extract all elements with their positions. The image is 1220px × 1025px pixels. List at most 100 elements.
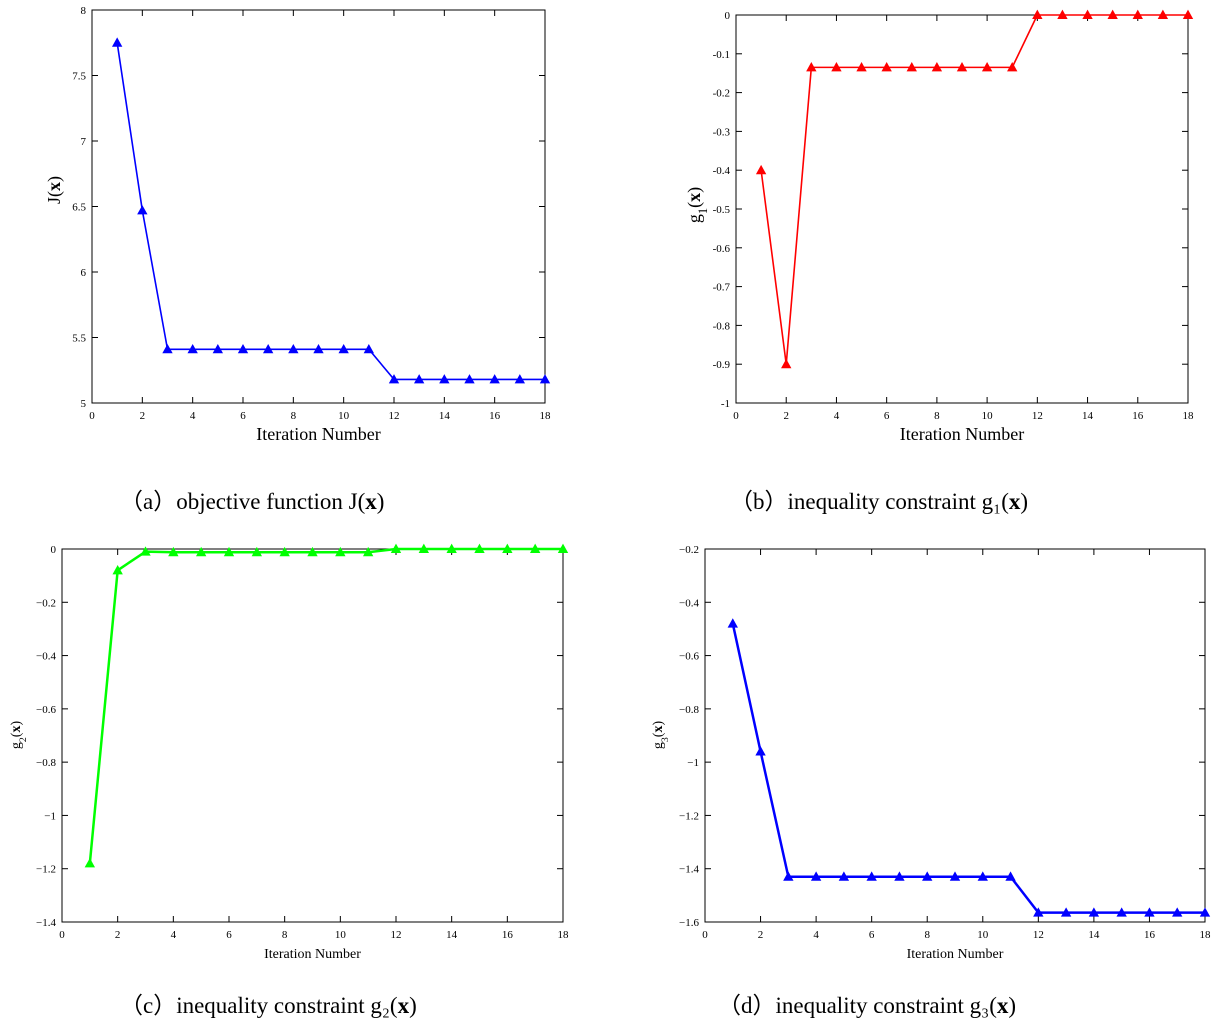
y-tick-label: -0.9 bbox=[713, 359, 731, 371]
caption-b: （b）inequality constraint g₁(x) bbox=[730, 489, 1029, 514]
x-tick-label: 0 bbox=[89, 410, 95, 422]
data-point-marker bbox=[388, 374, 400, 384]
data-point-marker bbox=[755, 746, 766, 756]
y-axis-label: g3(x) bbox=[651, 721, 671, 750]
x-tick-label: 2 bbox=[783, 410, 789, 422]
data-point-marker bbox=[1005, 871, 1016, 881]
data-point-marker bbox=[1060, 907, 1072, 917]
y-tick-label: −1.2 bbox=[36, 864, 56, 876]
y-tick-label: 6 bbox=[81, 267, 87, 279]
y-tick-label: -0.6 bbox=[713, 243, 731, 255]
data-point-marker bbox=[362, 546, 374, 557]
y-tick-label: 5.5 bbox=[72, 333, 86, 345]
series-line bbox=[88, 547, 563, 864]
chart-constraint-g1: 0 2 4 6 8 10 12 14 16 18 -1 -0.9 -0.8 -0.7 -0.6 -0.5 -0.… bbox=[684, 9, 1195, 444]
data-point-marker bbox=[418, 543, 430, 553]
data-point-marker bbox=[866, 871, 877, 881]
y-tick-label: −0.4 bbox=[679, 597, 699, 609]
data-point-marker bbox=[1172, 907, 1183, 917]
x-tick-label: 6 bbox=[869, 929, 875, 941]
y-tick-label: -0.8 bbox=[713, 320, 731, 332]
x-tick-label: 6 bbox=[226, 929, 232, 941]
series-line bbox=[760, 14, 1188, 366]
data-point-marker bbox=[856, 62, 867, 72]
data-point-marker bbox=[1157, 9, 1169, 20]
x-tick-label: 6 bbox=[240, 410, 246, 422]
panel-constraint-g2: 0 2 4 6 8 10 12 14 16 18 −1.4 −1.2 −1 −0.8 −0.6 −0.4 −0.… bbox=[0, 520, 610, 1025]
data-point-marker bbox=[931, 62, 943, 72]
data-point-marker bbox=[1088, 907, 1100, 917]
x-tick-label: 2 bbox=[758, 929, 764, 941]
data-point-marker bbox=[474, 543, 485, 553]
y-tick-label: −0.8 bbox=[679, 704, 699, 716]
data-point-marker bbox=[413, 374, 425, 384]
y-tick-label: 7.5 bbox=[72, 71, 86, 83]
caption-d: （d）inequality constraint g₃(x) bbox=[718, 993, 1017, 1018]
x-tick-label: 14 bbox=[1082, 410, 1094, 422]
data-point-marker bbox=[906, 62, 917, 72]
x-tick-label: 18 bbox=[1183, 410, 1195, 422]
data-point-marker bbox=[446, 543, 457, 553]
y-tick-label: -0.7 bbox=[713, 282, 731, 294]
x-tick-label: 0 bbox=[733, 410, 739, 422]
x-tick-label: 14 bbox=[1088, 929, 1100, 941]
data-point-marker bbox=[279, 546, 290, 557]
y-axis-label: J(x) bbox=[44, 176, 65, 204]
data-point-marker bbox=[262, 343, 274, 354]
data-point-marker bbox=[1107, 9, 1118, 20]
data-point-marker bbox=[502, 543, 513, 553]
x-tick-label: 4 bbox=[813, 929, 819, 941]
data-point-marker bbox=[1033, 907, 1044, 917]
chart-constraint-g3: 0 2 4 6 8 10 12 14 16 18 −1.6 −1.4 −1.2 −1 −0.8 −0.6 −0.… bbox=[651, 544, 1211, 962]
x-tick-label: 10 bbox=[338, 410, 350, 422]
y-tick-label: -0.1 bbox=[713, 49, 730, 61]
series-line bbox=[731, 623, 1205, 914]
data-point-marker bbox=[981, 62, 993, 72]
data-point-marker bbox=[195, 546, 207, 557]
x-tick-label: 6 bbox=[884, 410, 890, 422]
x-axis-label: Iteration Number bbox=[264, 947, 361, 962]
y-tick-label: 0 bbox=[51, 544, 57, 556]
y-tick-label: -0.5 bbox=[713, 204, 731, 216]
x-tick-label: 2 bbox=[140, 410, 146, 422]
y-tick-label: −1.2 bbox=[679, 810, 699, 822]
data-point-marker bbox=[288, 343, 299, 354]
x-tick-label: 8 bbox=[924, 929, 930, 941]
x-tick-label: 8 bbox=[934, 410, 940, 422]
plot-frame bbox=[735, 14, 1189, 404]
x-tick-label: 12 bbox=[1033, 929, 1044, 941]
data-point-marker bbox=[237, 343, 249, 354]
data-point-marker bbox=[783, 871, 794, 881]
data-point-marker bbox=[1116, 907, 1127, 917]
data-point-marker bbox=[755, 164, 767, 175]
y-tick-label: 6.5 bbox=[72, 202, 86, 214]
data-point-marker bbox=[922, 871, 933, 881]
x-tick-label: 16 bbox=[502, 929, 514, 941]
y-tick-label: 8 bbox=[81, 5, 87, 17]
data-point-marker bbox=[212, 343, 224, 354]
data-point-marker bbox=[464, 374, 475, 384]
data-point-marker bbox=[439, 374, 450, 384]
data-point-marker bbox=[956, 62, 968, 72]
y-tick-label: -1 bbox=[721, 398, 730, 410]
y-tick-label: −1 bbox=[44, 810, 56, 822]
data-point-marker bbox=[529, 543, 541, 553]
y-tick-label: −0.8 bbox=[36, 757, 56, 769]
x-tick-label: 4 bbox=[171, 929, 177, 941]
x-tick-label: 18 bbox=[540, 410, 552, 422]
panel-objective-function: 0 2 4 6 8 10 12 14 16 18 5 5.5 6 6.5 7 7.5 8 Iteration Nu… bbox=[0, 0, 610, 520]
y-tick-label: 7 bbox=[81, 136, 87, 148]
data-point-marker bbox=[949, 871, 961, 881]
caption-a: （a）objective function J(x) bbox=[120, 489, 385, 514]
x-axis-label: Iteration Number bbox=[900, 424, 1024, 444]
x-tick-label: 4 bbox=[834, 410, 840, 422]
x-tick-label: 12 bbox=[391, 929, 402, 941]
panel-constraint-g1: 0 2 4 6 8 10 12 14 16 18 -1 -0.9 -0.8 -0.7 -0.6 -0.5 -0.… bbox=[610, 0, 1220, 520]
data-point-marker bbox=[111, 37, 123, 47]
data-point-marker bbox=[338, 343, 349, 354]
y-tick-label: 5 bbox=[81, 398, 87, 410]
data-point-marker bbox=[363, 343, 375, 354]
data-point-marker bbox=[489, 374, 500, 384]
data-point-marker bbox=[1144, 907, 1155, 917]
data-point-marker bbox=[977, 871, 988, 881]
